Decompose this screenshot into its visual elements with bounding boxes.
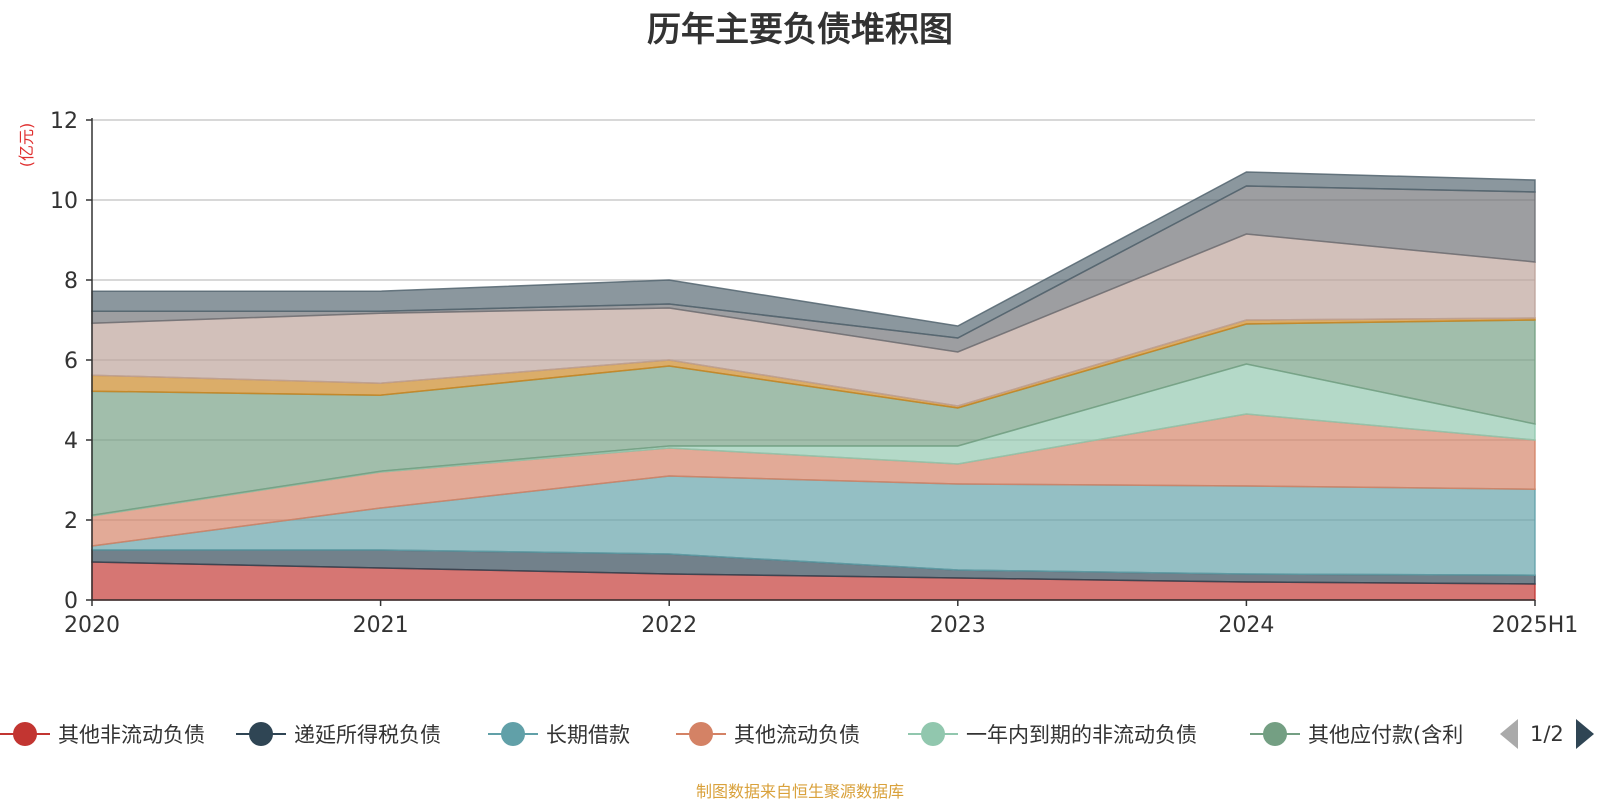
y-tick-label: 4	[64, 429, 78, 454]
area-series-10	[91, 171, 1536, 339]
legend-marker-icon	[488, 712, 538, 756]
legend-label: 其他流动负债	[734, 723, 860, 747]
legend-marker-icon	[676, 712, 726, 756]
x-tick-label: 2024	[1218, 613, 1274, 638]
legend-marker-icon	[236, 712, 286, 756]
legend-item[interactable]: 其他非流动负债	[0, 712, 205, 756]
legend-item[interactable]: 一年内到期的非流动负债	[908, 712, 1197, 756]
legend: 其他非流动负债 递延所得税负债 长期借款 其他流动负债 一年内到期的非流动负债 其他应付款…	[0, 712, 1600, 756]
area-series	[91, 171, 1536, 601]
legend-marker-icon	[0, 712, 50, 756]
y-tick-label: 10	[50, 189, 78, 214]
legend-label: 其他应付款(含利	[1308, 723, 1464, 747]
legend-item[interactable]: 其他应付款(含利	[1250, 712, 1463, 756]
tick-labels: 0 2 4 6 8 10 12 2020 2021 2022 2023 2024 2025H1	[50, 109, 1578, 638]
legend-label: 递延所得税负债	[294, 723, 441, 747]
legend-marker-icon	[1250, 712, 1300, 756]
y-tick-label: 12	[50, 109, 78, 134]
legend-label: 一年内到期的非流动负债	[966, 723, 1197, 747]
next-page-icon[interactable]	[1575, 719, 1594, 749]
legend-item[interactable]: 其他流动负债	[676, 712, 860, 756]
prev-page-icon[interactable]	[1500, 719, 1518, 749]
y-tick-label: 8	[64, 269, 78, 294]
legend-marker-icon	[908, 712, 958, 756]
legend-pager: 1/2	[1500, 712, 1594, 756]
legend-item[interactable]: 长期借款	[488, 712, 630, 756]
chart-title: 历年主要负债堆积图	[647, 10, 953, 50]
y-tick-label: 6	[64, 349, 78, 374]
page-indicator: 1/2	[1530, 722, 1564, 746]
source-note: 制图数据来自恒生聚源数据库	[695, 782, 904, 801]
x-tick-label: 2025H1	[1492, 613, 1579, 638]
x-tick-label: 2023	[930, 613, 986, 638]
x-tick-label: 2022	[641, 613, 697, 638]
y-axis-label: (亿元)	[17, 123, 36, 168]
x-tick-label: 2021	[353, 613, 409, 638]
y-tick-label: 2	[64, 509, 78, 534]
axes	[86, 118, 1536, 606]
y-tick-label: 0	[64, 589, 78, 614]
legend-label: 长期借款	[546, 723, 630, 747]
legend-label: 其他非流动负债	[58, 723, 205, 747]
legend-item[interactable]: 递延所得税负债	[236, 712, 441, 756]
x-tick-label: 2020	[64, 613, 120, 638]
